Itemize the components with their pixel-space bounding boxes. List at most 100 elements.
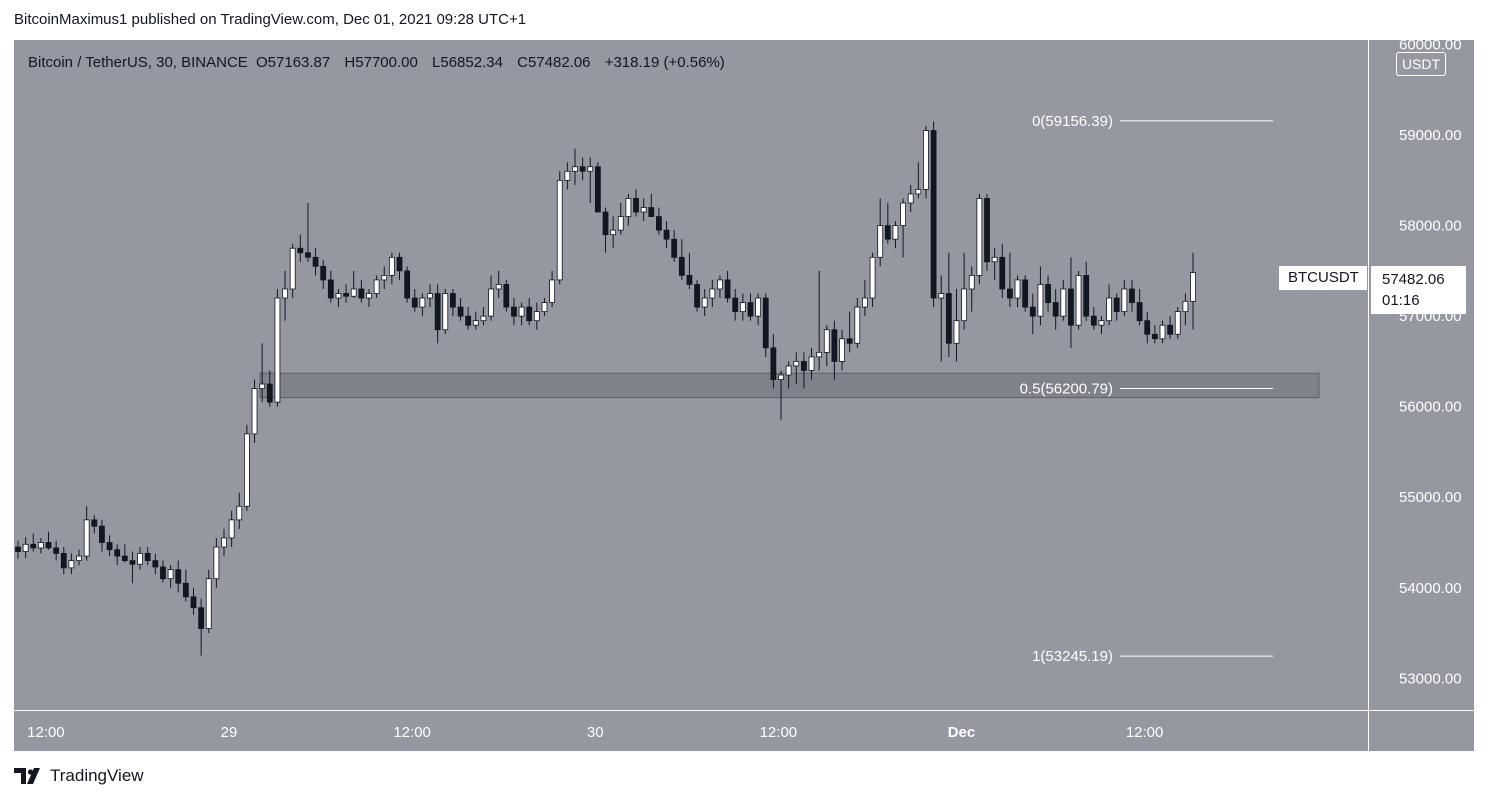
x-tick-label: 29: [221, 724, 238, 741]
candle: [778, 374, 784, 380]
candle: [999, 256, 1006, 290]
candle: [251, 388, 258, 435]
candle: [129, 560, 136, 565]
tradingview-logo-icon: [14, 768, 40, 784]
footer-brand[interactable]: TradingView: [50, 766, 144, 785]
candle: [617, 216, 624, 231]
price-tag-symbol: BTCUSDT: [1279, 266, 1367, 290]
candle: [305, 252, 311, 258]
candle: [243, 433, 250, 507]
candle: [205, 578, 212, 629]
candle: [1045, 284, 1051, 303]
candle: [1129, 288, 1135, 303]
x-tick-label: 12:00: [1126, 724, 1164, 741]
candle: [564, 170, 571, 181]
candle: [236, 505, 243, 521]
candle: [602, 211, 609, 236]
close-value: 57482.06: [527, 54, 591, 71]
currency-badge[interactable]: USDT: [1396, 52, 1446, 76]
candle: [1014, 279, 1021, 299]
candle: [213, 546, 220, 580]
candlestick-chart[interactable]: 0(59156.39) 0.5(56200.79) 1(53245.19) 53000…: [14, 40, 1474, 751]
candle: [862, 297, 868, 308]
candle: [793, 361, 800, 367]
candle: [266, 383, 273, 403]
candle: [900, 202, 906, 227]
symbol-title: Bitcoin / TetherUS, 30, BINANCE: [28, 54, 248, 71]
chart-frame[interactable]: 0(59156.39) 0.5(56200.79) 1(53245.19) 53000…: [14, 40, 1474, 751]
candle: [732, 297, 739, 313]
candle: [785, 365, 792, 376]
candle: [76, 555, 82, 562]
candle: [495, 284, 502, 290]
candle: [274, 297, 281, 403]
candle: [1167, 324, 1174, 335]
candle: [656, 216, 662, 231]
candle: [800, 361, 807, 371]
candle: [503, 284, 510, 308]
candle: [99, 525, 105, 543]
support-zone: [259, 372, 1320, 399]
candle: [45, 542, 52, 549]
candle: [366, 293, 372, 299]
candle: [747, 302, 754, 317]
candle: [137, 552, 143, 565]
candle: [984, 198, 990, 263]
candle: [739, 302, 746, 313]
candle: [533, 311, 540, 322]
candle: [30, 543, 37, 549]
candle: [198, 607, 205, 629]
fib-level-label: 0.5(56200.79): [1020, 381, 1113, 398]
x-tick-label: Dec: [948, 724, 976, 741]
candle: [633, 198, 639, 213]
candle: [152, 560, 159, 568]
candle: [579, 166, 586, 172]
candle: [511, 306, 517, 317]
candle: [518, 306, 525, 317]
y-tick-label: 55000.00: [1399, 489, 1462, 506]
y-tick-label: 53000.00: [1399, 670, 1462, 687]
low-label: L: [432, 54, 441, 71]
candle: [869, 256, 876, 299]
footer: TradingView: [14, 766, 144, 786]
candle: [594, 166, 601, 213]
x-tick-label: 12:00: [393, 724, 431, 741]
candle: [663, 229, 670, 240]
candle: [190, 596, 197, 609]
candle: [770, 347, 777, 380]
candle: [816, 351, 823, 358]
candle: [526, 306, 533, 322]
publisher-header: BitcoinMaximus1 published on TradingView…: [14, 11, 527, 28]
candle: [892, 225, 899, 240]
candle: [1151, 333, 1158, 340]
candle: [884, 225, 891, 240]
candle: [701, 297, 708, 308]
candle: [930, 130, 937, 299]
candle: [648, 207, 655, 217]
open-label: O: [256, 54, 268, 71]
candle: [1113, 297, 1120, 313]
candle: [1075, 275, 1082, 326]
candle: [1083, 275, 1090, 317]
price-tag-price: 57482.06: [1382, 271, 1445, 288]
candle: [709, 288, 716, 299]
candle: [1037, 284, 1044, 317]
candle: [335, 293, 342, 299]
candle: [953, 320, 960, 344]
candle: [762, 297, 769, 349]
candle: [1121, 288, 1128, 313]
candle: [83, 519, 90, 557]
candle: [488, 288, 494, 317]
candle: [91, 519, 98, 527]
candle: [846, 338, 853, 344]
candle: [1182, 300, 1189, 313]
candle: [907, 193, 914, 204]
candle: [53, 547, 60, 554]
candle: [350, 288, 357, 297]
x-tick-label: 30: [587, 724, 604, 741]
candle: [167, 569, 174, 580]
candle: [472, 320, 479, 326]
candle: [1052, 302, 1059, 317]
candle: [114, 549, 121, 557]
candle: [915, 188, 922, 195]
